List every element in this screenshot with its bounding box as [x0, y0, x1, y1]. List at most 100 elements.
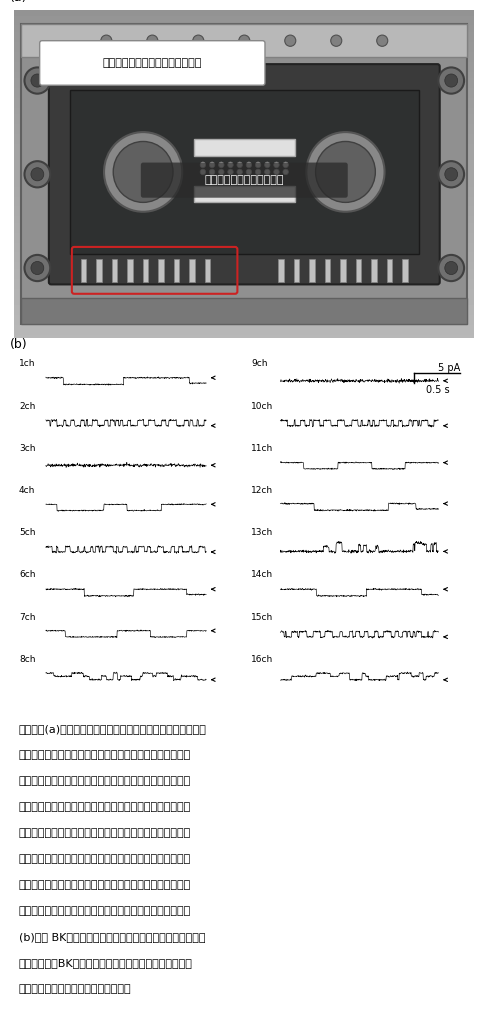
Bar: [158, 259, 164, 282]
Circle shape: [218, 162, 224, 168]
Text: 8ch: 8ch: [19, 654, 35, 664]
Text: イオンチャネル機能評価システム: イオンチャネル機能評価システム: [103, 58, 202, 69]
Circle shape: [209, 169, 215, 175]
Circle shape: [285, 35, 296, 46]
Circle shape: [218, 169, 224, 175]
Circle shape: [283, 162, 288, 168]
Text: 5ch: 5ch: [19, 528, 35, 538]
Text: る脂質二重膜の面積を制限することで膜の安定性を向上さ: る脂質二重膜の面積を制限することで膜の安定性を向上さ: [19, 854, 191, 863]
Circle shape: [264, 162, 270, 168]
Circle shape: [104, 132, 182, 212]
Bar: [402, 259, 408, 282]
Text: 10ch: 10ch: [251, 401, 274, 411]
Bar: [194, 186, 295, 203]
Circle shape: [200, 169, 205, 175]
Circle shape: [438, 68, 464, 93]
Text: 計測のための並列化チップ。イオンチャネルが透過するイ: 計測のための並列化チップ。イオンチャネルが透過するイ: [19, 750, 191, 760]
FancyBboxPatch shape: [141, 163, 348, 198]
Circle shape: [237, 162, 242, 168]
Circle shape: [264, 169, 270, 175]
Polygon shape: [21, 25, 468, 325]
Bar: [387, 259, 392, 282]
Circle shape: [255, 162, 261, 168]
Text: 1ch: 1ch: [19, 359, 35, 369]
Circle shape: [228, 169, 233, 175]
Bar: [356, 259, 362, 282]
Circle shape: [246, 162, 251, 168]
Circle shape: [31, 168, 44, 181]
Polygon shape: [21, 298, 468, 325]
Circle shape: [438, 161, 464, 187]
Bar: [189, 259, 195, 282]
Circle shape: [193, 35, 204, 46]
Bar: [325, 259, 331, 282]
Circle shape: [331, 35, 342, 46]
Circle shape: [113, 141, 173, 203]
Circle shape: [438, 255, 464, 282]
Bar: [143, 259, 148, 282]
Text: 9ch: 9ch: [251, 359, 268, 369]
Text: 15ch: 15ch: [251, 612, 274, 622]
Text: め込んでいる。また、水滴が接触する部分にマイクロ孔が: め込んでいる。また、水滴が接触する部分にマイクロ孔が: [19, 802, 191, 812]
Circle shape: [147, 35, 158, 46]
Circle shape: [31, 261, 44, 274]
Circle shape: [209, 162, 215, 168]
Circle shape: [445, 168, 457, 181]
Bar: [205, 259, 210, 282]
Circle shape: [376, 35, 388, 46]
Text: 液滴接触法マイクロチップ: 液滴接触法マイクロチップ: [205, 175, 284, 185]
Bar: [371, 259, 377, 282]
Text: ル計測結果。BKチャネル１つ１つの閉状態（横矢印）と: ル計測結果。BKチャネル１つ１つの閉状態（横矢印）と: [19, 957, 193, 968]
Circle shape: [24, 68, 50, 93]
Polygon shape: [21, 25, 468, 57]
Text: 7ch: 7ch: [19, 612, 35, 622]
Text: 13ch: 13ch: [251, 528, 274, 538]
Circle shape: [237, 169, 242, 175]
Text: 開けられた高分子フィルムによる仕切りを設け、形成され: 開けられた高分子フィルムによる仕切りを設け、形成され: [19, 827, 191, 838]
Text: 3ch: 3ch: [19, 443, 35, 453]
Bar: [80, 259, 86, 282]
Bar: [112, 259, 117, 282]
Bar: [309, 259, 315, 282]
Text: (b)ヒト BKチャネル（カリウムイオンチャネル）のシグナ: (b)ヒト BKチャネル（カリウムイオンチャネル）のシグナ: [19, 932, 205, 942]
Circle shape: [445, 261, 457, 274]
Bar: [96, 259, 102, 282]
Circle shape: [24, 161, 50, 187]
Text: 図２．　(a)　液滴接触法を用いたイオンチャネルのシグナル: 図２． (a) 液滴接触法を用いたイオンチャネルのシグナル: [19, 724, 207, 733]
Circle shape: [307, 132, 385, 212]
Text: せている。液滴接触法は、ウェルに溶液を滴下するのみで: せている。液滴接触法は、ウェルに溶液を滴下するのみで: [19, 880, 191, 890]
Text: (b): (b): [10, 338, 27, 351]
Circle shape: [274, 169, 279, 175]
FancyBboxPatch shape: [49, 65, 440, 285]
FancyBboxPatch shape: [40, 41, 265, 85]
Circle shape: [274, 162, 279, 168]
Bar: [174, 259, 179, 282]
Bar: [294, 259, 299, 282]
Circle shape: [31, 74, 44, 87]
Text: 0.5 s: 0.5 s: [426, 385, 449, 394]
Circle shape: [200, 162, 205, 168]
Circle shape: [445, 74, 457, 87]
Bar: [69, 90, 419, 254]
Circle shape: [101, 35, 112, 46]
Text: 11ch: 11ch: [251, 443, 274, 453]
Circle shape: [316, 141, 376, 203]
Text: 2ch: 2ch: [19, 401, 35, 411]
Bar: [278, 259, 284, 282]
Text: 16ch: 16ch: [251, 654, 274, 664]
Bar: [127, 259, 133, 282]
Text: 開状態の揺らぎを明確に確認できる。: 開状態の揺らぎを明確に確認できる。: [19, 984, 132, 993]
Circle shape: [24, 255, 50, 282]
Text: 12ch: 12ch: [251, 486, 274, 495]
Text: 5 pA: 5 pA: [438, 362, 460, 373]
Text: オンの流れを検出するため、図１のウェル底面に電極を埋: オンの流れを検出するため、図１のウェル底面に電極を埋: [19, 775, 191, 785]
Text: 6ch: 6ch: [19, 570, 35, 580]
Text: 簡便に脂質二重膜が形成でき、並列化や自動化に適する。: 簡便に脂質二重膜が形成でき、並列化や自動化に適する。: [19, 905, 191, 915]
Bar: [341, 259, 346, 282]
Text: 14ch: 14ch: [251, 570, 274, 580]
Text: (a): (a): [10, 0, 27, 4]
Bar: [194, 139, 295, 156]
Circle shape: [283, 169, 288, 175]
Circle shape: [246, 169, 251, 175]
Circle shape: [228, 162, 233, 168]
